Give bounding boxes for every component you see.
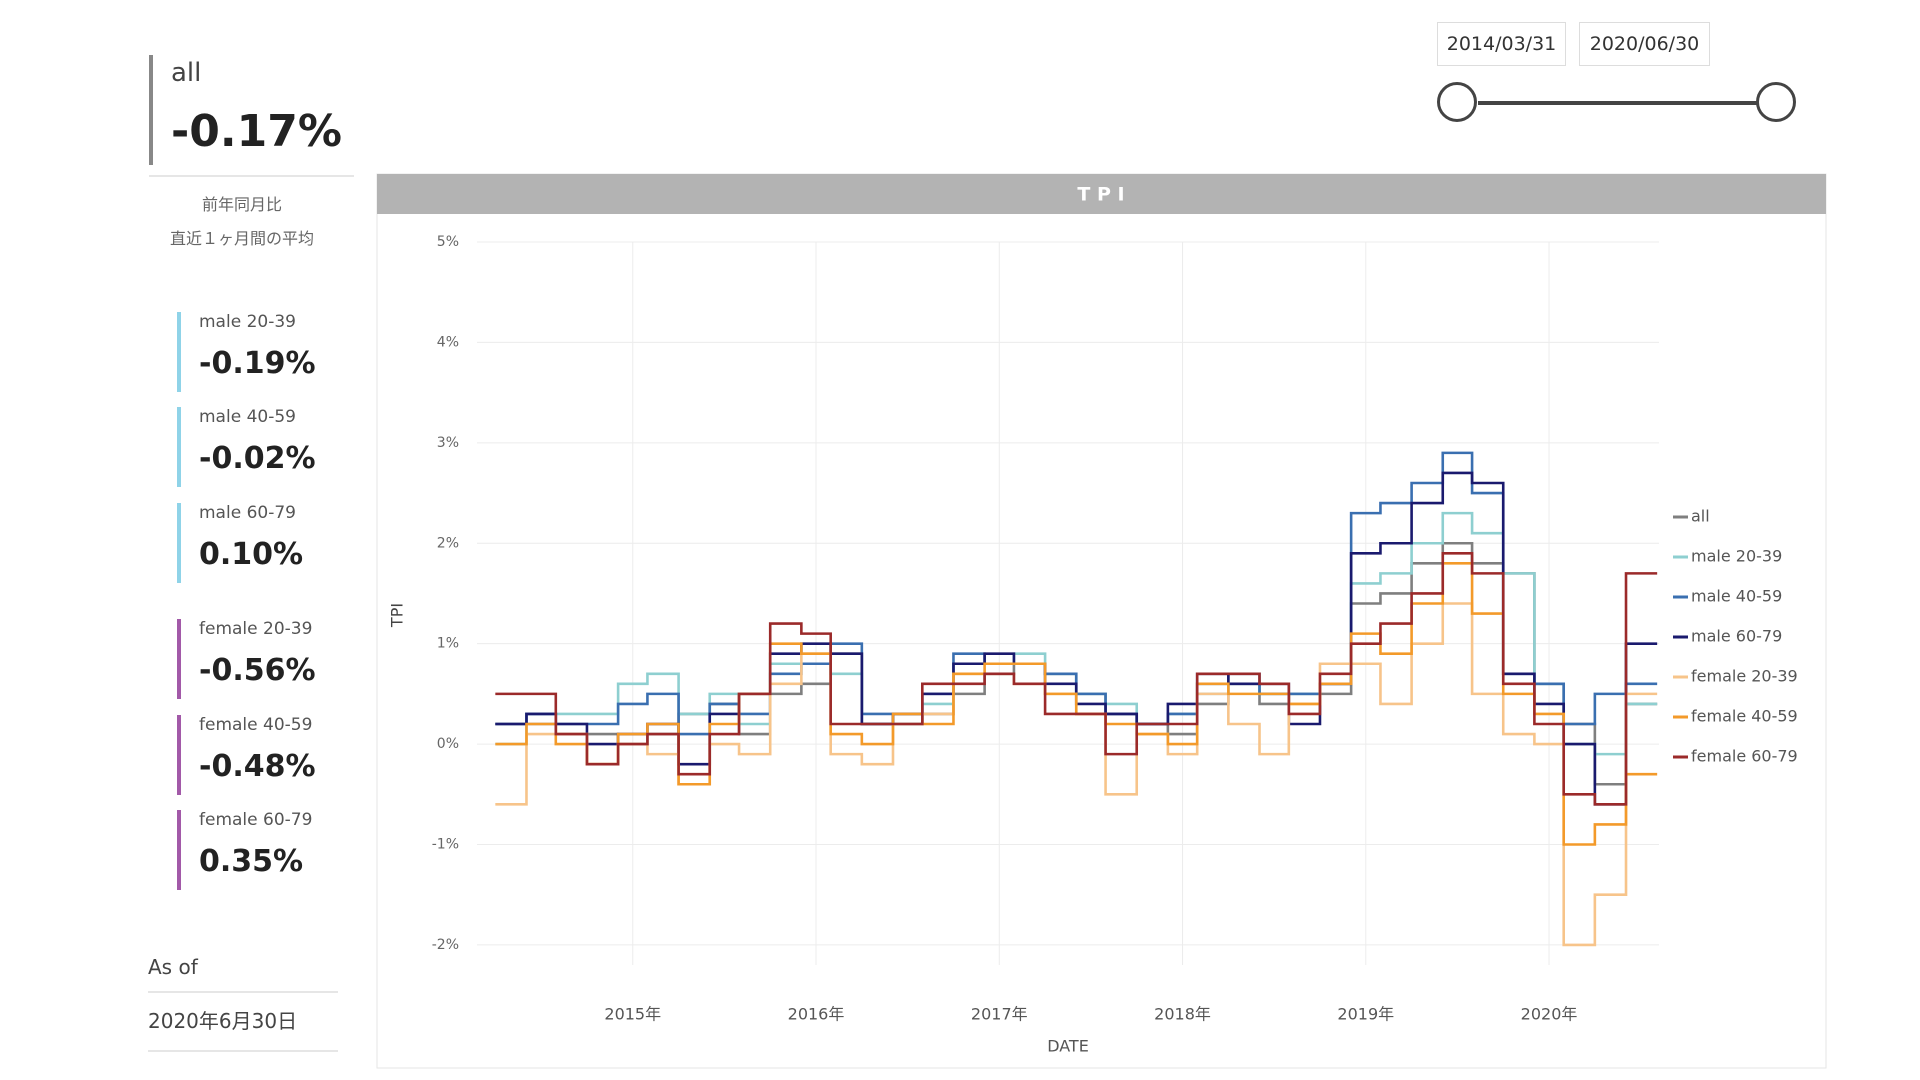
end-date-input[interactable]: 2020/06/30 [1579, 22, 1710, 66]
x-tick-label: 2018年 [1154, 1005, 1211, 1024]
legend-label: female 20-39 [1691, 667, 1798, 686]
chart-frame [376, 173, 1827, 1069]
slider-track [1478, 101, 1778, 105]
kpi-label: all [171, 58, 202, 88]
as-of-label: As of [148, 955, 198, 979]
segment-kpi: male 60-79 0.10% [177, 503, 351, 583]
y-tick-label: 3% [437, 435, 459, 451]
chart-title: T P I [1077, 184, 1124, 206]
as-of-date: 2020年6月30日 [148, 1009, 298, 1033]
legend-label: male 40-59 [1691, 587, 1782, 606]
segment-value: -0.48% [199, 749, 316, 784]
series-line [495, 551, 1658, 806]
segment-label: female 40-59 [199, 715, 313, 735]
kpi-bar [149, 55, 153, 165]
y-tick-label: 4% [437, 334, 459, 350]
legend-label: male 60-79 [1691, 627, 1782, 646]
x-tick-label: 2017年 [971, 1005, 1028, 1024]
legend-label: female 60-79 [1691, 747, 1798, 766]
x-tick-label: 2019年 [1337, 1005, 1394, 1024]
segment-label: male 60-79 [199, 503, 296, 523]
segment-value: -0.19% [199, 346, 316, 381]
x-tick-label: 2015年 [604, 1005, 661, 1024]
chart-title-bar [377, 174, 1826, 214]
divider [148, 991, 338, 993]
slider-end-handle[interactable] [1756, 82, 1796, 122]
segment-kpi: female 20-39 -0.56% [177, 619, 351, 699]
segment-kpi: male 40-59 -0.02% [177, 407, 351, 487]
y-tick-label: -2% [432, 937, 459, 953]
segment-kpi: male 20-39 -0.19% [177, 312, 351, 392]
y-tick-label: 2% [437, 535, 459, 551]
y-tick-label: 1% [437, 636, 459, 652]
series-line [495, 471, 1658, 806]
x-tick-label: 2016年 [788, 1005, 845, 1024]
segment-kpi: female 40-59 -0.48% [177, 715, 351, 795]
y-tick-label: 5% [437, 234, 459, 250]
segment-label: female 60-79 [199, 810, 313, 830]
divider [148, 1050, 338, 1052]
y-tick-label: -1% [432, 837, 459, 853]
series-line [495, 562, 1658, 846]
segment-value: 0.10% [199, 537, 304, 572]
kpi-value: -0.17% [171, 106, 342, 157]
y-tick-label: 0% [437, 736, 459, 752]
segment-label: female 20-39 [199, 619, 313, 639]
legend-label: female 40-59 [1691, 707, 1798, 726]
start-date-input[interactable]: 2014/03/31 [1437, 22, 1566, 66]
kpi-note: 直近１ヶ月間の平均 [169, 229, 314, 248]
x-axis-label: DATE [1047, 1037, 1089, 1056]
slider-start-handle[interactable] [1437, 82, 1477, 122]
divider [149, 175, 354, 177]
kpi-note: 前年同月比 [201, 195, 282, 214]
segment-kpi: female 60-79 0.35% [177, 810, 351, 890]
y-axis-label: TPI [388, 603, 407, 628]
segment-value: 0.35% [199, 844, 304, 879]
legend-label: male 20-39 [1691, 547, 1782, 566]
segment-value: -0.02% [199, 441, 316, 476]
legend-label: all [1691, 507, 1710, 526]
segment-value: -0.56% [199, 653, 316, 688]
x-tick-label: 2020年 [1521, 1005, 1578, 1024]
segment-label: male 40-59 [199, 407, 296, 427]
segment-label: male 20-39 [199, 312, 296, 332]
